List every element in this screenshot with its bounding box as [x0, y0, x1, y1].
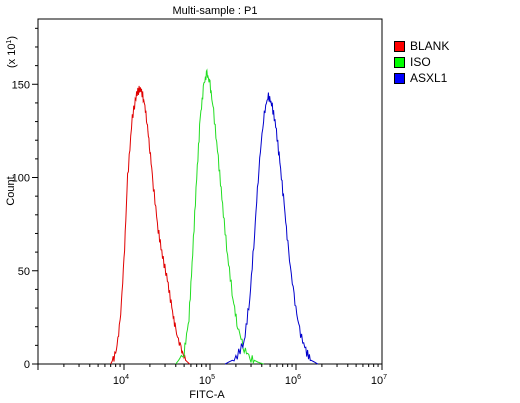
legend-label-asxl1: ASXL1 — [410, 71, 448, 85]
y-axis-label: Count — [5, 176, 17, 205]
x-tick-label: 105 — [199, 374, 215, 387]
legend: BLANK ISO ASXL1 — [394, 38, 449, 86]
x-axis: 104 105 106 107 — [37, 364, 387, 387]
series-curve-iso — [175, 68, 264, 365]
legend-swatch-iso — [394, 56, 405, 68]
y-tick-label: 50 — [18, 266, 30, 278]
y-multiplier-label: (x 101) — [6, 36, 18, 68]
x-tick-label: 106 — [285, 374, 301, 387]
y-tick-label: 100 — [12, 173, 30, 185]
x-axis-label: FITC-A — [189, 389, 225, 401]
plot-frame — [37, 18, 383, 365]
legend-swatch-blank — [394, 40, 405, 52]
series-curve-asxl1 — [224, 92, 319, 365]
legend-item-blank: BLANK — [394, 38, 449, 54]
legend-item-asxl1: ASXL1 — [394, 70, 449, 86]
series-curve-blank — [110, 85, 191, 365]
y-axis: 0 50 100 150 — [12, 27, 38, 371]
y-tick-label: 150 — [12, 79, 30, 91]
legend-label-blank: BLANK — [410, 39, 450, 53]
x-tick-label: 107 — [371, 374, 387, 387]
chart-title: Multi-sample : P1 — [173, 5, 258, 17]
x-tick-label: 104 — [113, 374, 129, 387]
legend-label-iso: ISO — [410, 55, 431, 69]
y-tick-label: 0 — [24, 359, 30, 371]
legend-item-iso: ISO — [394, 54, 449, 70]
legend-swatch-asxl1 — [394, 72, 405, 84]
histogram-curves — [110, 68, 319, 365]
